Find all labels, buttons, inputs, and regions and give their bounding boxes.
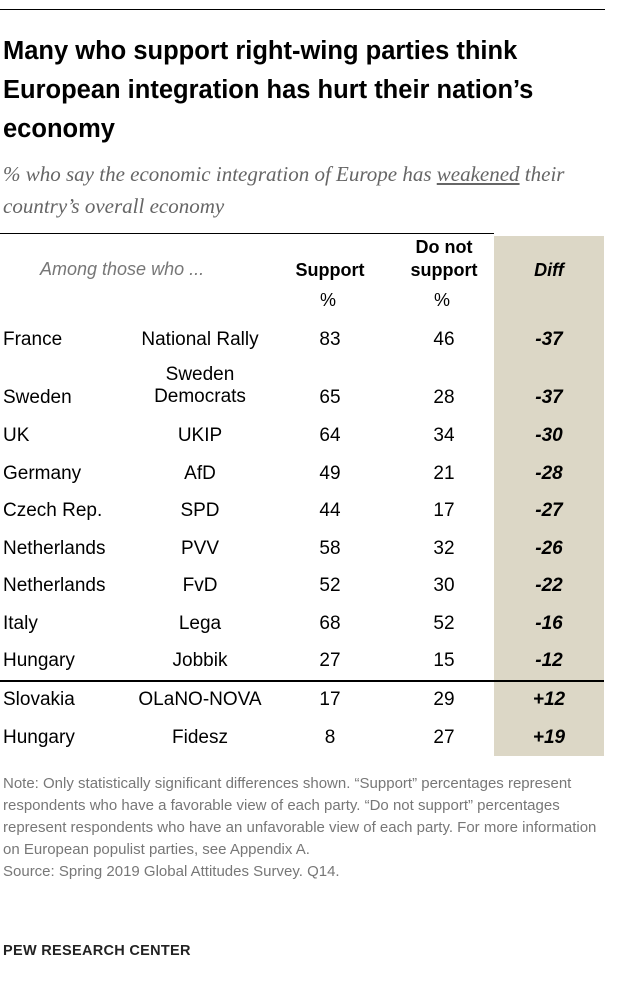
diff-column-background bbox=[494, 236, 604, 756]
row-diff-value: -37 bbox=[535, 329, 563, 350]
do-not-header-line1: Do not bbox=[415, 237, 473, 257]
row-do-not-support-value: 28 bbox=[433, 387, 455, 408]
subtitle-rule bbox=[0, 233, 494, 234]
row-diff-value: -28 bbox=[535, 463, 563, 484]
subtitle-post: their country’s overall economy bbox=[3, 162, 565, 218]
row-do-not-support-value: 46 bbox=[433, 329, 455, 350]
row-diff-value: -27 bbox=[535, 500, 563, 521]
row-country: Sweden bbox=[3, 387, 72, 408]
row-party: OLaNO-NOVA bbox=[138, 689, 262, 710]
row-party: Lega bbox=[178, 613, 222, 634]
row-support-value: 52 bbox=[319, 575, 341, 596]
brand-label: PEW RESEARCH CENTER bbox=[3, 943, 191, 959]
row-country: Slovakia bbox=[3, 689, 75, 710]
row-country: Germany bbox=[3, 463, 82, 484]
row-diff-value: -22 bbox=[535, 575, 563, 596]
row-do-not-support-value: 15 bbox=[433, 650, 455, 671]
row-support-value: 17 bbox=[319, 689, 341, 710]
row-do-not-support-value: 21 bbox=[433, 463, 455, 484]
row-country: Hungary bbox=[3, 650, 75, 671]
among-header: Among those who ... bbox=[40, 259, 205, 279]
support-pct-label: % bbox=[320, 290, 337, 310]
row-party: Jobbik bbox=[172, 650, 228, 671]
row-do-not-support-value: 17 bbox=[433, 500, 455, 521]
subtitle-underlined: weakened bbox=[436, 162, 520, 186]
row-support-value: 27 bbox=[319, 650, 341, 671]
row-party: UKIP bbox=[177, 425, 223, 446]
row-country: Czech Rep. bbox=[3, 500, 103, 521]
row-party: National Rally bbox=[141, 329, 259, 350]
subtitle-pre: % who say the economic integration of Eu… bbox=[3, 162, 437, 186]
chart-subtitle: % who say the economic integration of Eu… bbox=[3, 158, 603, 222]
do-not-support-header: Do not support bbox=[394, 236, 494, 282]
row-country: UK bbox=[3, 425, 30, 446]
row-do-not-support-value: 52 bbox=[433, 613, 455, 634]
row-do-not-support-value: 29 bbox=[433, 689, 455, 710]
row-support-value: 49 bbox=[319, 463, 341, 484]
row-support-value: 8 bbox=[324, 727, 336, 748]
row-diff-value: -30 bbox=[535, 425, 563, 446]
row-do-not-support-value: 27 bbox=[433, 727, 455, 748]
chart-title: Many who support right-wing parties thin… bbox=[3, 37, 534, 143]
row-country: Netherlands bbox=[3, 538, 106, 559]
top-rule bbox=[0, 9, 605, 10]
row-support-value: 58 bbox=[319, 538, 341, 559]
row-party: Sweden Democrats bbox=[154, 364, 246, 407]
row-party: Fidesz bbox=[172, 727, 228, 748]
row-do-not-support-value: 34 bbox=[433, 425, 455, 446]
group-divider bbox=[0, 680, 604, 682]
row-diff-value: -16 bbox=[535, 613, 563, 634]
row-diff-value: +19 bbox=[532, 727, 566, 748]
diff-header: Diff bbox=[534, 260, 564, 280]
row-country: Netherlands bbox=[3, 575, 106, 596]
do-not-pct-label: % bbox=[434, 290, 451, 310]
row-support-value: 83 bbox=[319, 329, 341, 350]
note-text: Note: Only statistically significant dif… bbox=[3, 775, 597, 858]
row-diff-value: -37 bbox=[535, 387, 563, 408]
source-text: Source: Spring 2019 Global Attitudes Sur… bbox=[3, 863, 340, 880]
note: Note: Only statistically significant dif… bbox=[3, 773, 603, 883]
row-diff-value: +12 bbox=[532, 689, 566, 710]
row-party: SPD bbox=[180, 500, 220, 521]
row-support-value: 44 bbox=[319, 500, 341, 521]
row-country: Hungary bbox=[3, 727, 75, 748]
row-party: FvD bbox=[182, 575, 218, 596]
row-do-not-support-value: 30 bbox=[433, 575, 455, 596]
row-diff-value: -12 bbox=[535, 650, 563, 671]
row-country: France bbox=[3, 329, 63, 350]
row-party: PVV bbox=[180, 538, 220, 559]
support-header: Support bbox=[295, 260, 365, 280]
row-party: AfD bbox=[184, 463, 216, 484]
do-not-header-line2: support bbox=[410, 260, 478, 280]
row-do-not-support-value: 32 bbox=[433, 538, 455, 559]
row-diff-value: -26 bbox=[535, 538, 563, 559]
row-support-value: 64 bbox=[319, 425, 341, 446]
row-support-value: 65 bbox=[319, 387, 341, 408]
row-support-value: 68 bbox=[319, 613, 341, 634]
row-country: Italy bbox=[3, 613, 38, 634]
